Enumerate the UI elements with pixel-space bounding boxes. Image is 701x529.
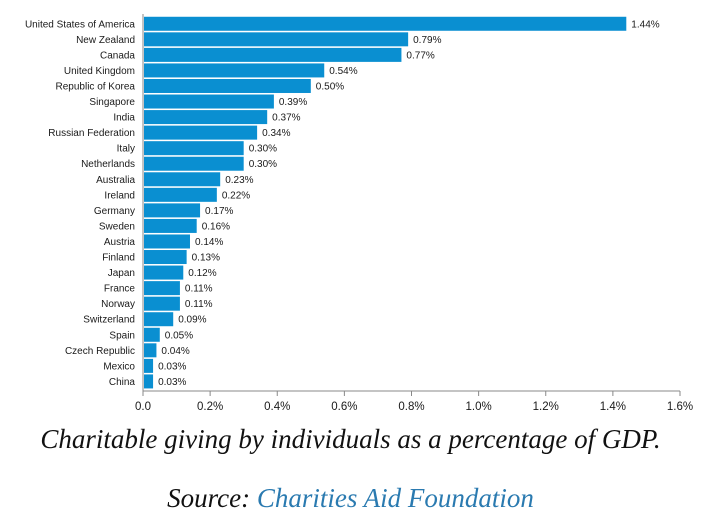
category-label: United States of America [25, 19, 135, 30]
value-label: 0.79% [413, 35, 441, 46]
source-prefix: Source: [167, 483, 251, 513]
bar-sweden [144, 218, 197, 233]
x-tick-label: 0.8% [398, 401, 424, 413]
value-label: 0.30% [249, 144, 277, 155]
category-label: Switzerland [83, 315, 135, 326]
x-tick-label: 0.2% [197, 401, 223, 413]
bar-mexico [144, 358, 154, 373]
x-axis: 0.0 0.2% 0.4% 0.6% 0.8% 1.0% 1.2% 1.4% 1.6% [135, 14, 693, 413]
category-label: Republic of Korea [56, 81, 136, 92]
category-label: India [113, 113, 135, 124]
x-tick-label: 0.6% [331, 401, 357, 413]
x-tick-label: 0.0 [135, 401, 151, 413]
value-label: 0.50% [316, 81, 344, 92]
category-label: Czech Republic [65, 346, 135, 357]
bar-united-states-of-america [144, 16, 627, 31]
labels-layer: United States of America 1.44% New Zealand… [25, 19, 660, 388]
value-label: 0.03% [158, 377, 186, 388]
category-label: Ireland [104, 190, 135, 201]
value-label: 0.22% [222, 190, 250, 201]
bar-india [144, 110, 268, 125]
value-label: 0.05% [165, 330, 193, 341]
value-label: 0.03% [158, 361, 186, 372]
source-line: Source: Charities Aid Foundation [0, 483, 701, 514]
bar-ireland [144, 187, 217, 202]
bar-spain [144, 327, 160, 342]
value-label: 0.14% [195, 237, 223, 248]
category-label: Austria [104, 237, 136, 248]
bar-new-zealand [144, 32, 409, 47]
value-label: 0.54% [329, 66, 357, 77]
bar-japan [144, 265, 184, 280]
category-label: Finland [102, 253, 135, 264]
category-label: France [104, 284, 136, 295]
bar-republic-of-korea [144, 78, 311, 93]
bar-finland [144, 250, 187, 265]
category-label: Germany [94, 206, 135, 217]
value-label: 0.11% [185, 284, 213, 295]
category-label: Russian Federation [48, 128, 135, 139]
value-label: 0.30% [249, 159, 277, 170]
category-label: New Zealand [76, 35, 135, 46]
category-label: Singapore [89, 97, 135, 108]
bar-france [144, 281, 180, 296]
bar-czech-republic [144, 343, 157, 358]
x-tick-label: 1.6% [667, 401, 693, 413]
bar-australia [144, 172, 221, 187]
bars-layer [144, 16, 627, 389]
x-tick-label: 1.2% [533, 401, 559, 413]
bar-russian-federation [144, 125, 258, 140]
bar-italy [144, 141, 244, 156]
value-label: 0.16% [202, 221, 230, 232]
category-label: China [109, 377, 136, 388]
chart-caption: Charitable giving by individuals as a pe… [40, 424, 661, 454]
value-label: 0.37% [272, 113, 300, 124]
bar-china [144, 374, 154, 389]
value-label: 0.39% [279, 97, 307, 108]
source-link[interactable]: Charities Aid Foundation [256, 483, 534, 513]
category-label: United Kingdom [64, 66, 135, 77]
bar-switzerland [144, 312, 174, 327]
category-label: Spain [109, 330, 135, 341]
category-label: Japan [108, 268, 135, 279]
bar-austria [144, 234, 190, 249]
value-label: 0.12% [188, 268, 216, 279]
value-label: 0.23% [225, 175, 253, 186]
bar-chart: United States of America 1.44% New Zealand… [25, 14, 693, 413]
category-label: Mexico [103, 361, 135, 372]
value-label: 0.77% [406, 50, 434, 61]
value-label: 0.11% [185, 299, 213, 310]
bar-canada [144, 47, 402, 62]
value-label: 0.34% [262, 128, 290, 139]
value-label: 0.17% [205, 206, 233, 217]
x-tick-label: 1.4% [600, 401, 626, 413]
category-label: Italy [117, 144, 135, 155]
category-label: Norway [101, 299, 135, 310]
value-label: 0.09% [178, 315, 206, 326]
bar-norway [144, 296, 180, 311]
category-label: Canada [100, 50, 135, 61]
value-label: 1.44% [631, 19, 659, 30]
value-label: 0.04% [161, 346, 189, 357]
bar-germany [144, 203, 201, 218]
bar-singapore [144, 94, 274, 109]
category-label: Netherlands [81, 159, 135, 170]
bar-netherlands [144, 156, 244, 171]
bar-united-kingdom [144, 63, 325, 78]
category-label: Sweden [99, 221, 135, 232]
category-label: Australia [96, 175, 135, 186]
value-label: 0.13% [192, 253, 220, 264]
x-tick-label: 1.0% [466, 401, 492, 413]
x-tick-label: 0.4% [264, 401, 290, 413]
